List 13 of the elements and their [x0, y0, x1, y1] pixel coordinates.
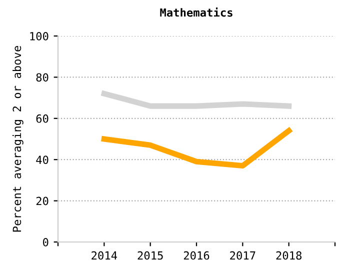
y-tick-label: 40 — [36, 156, 48, 164]
y-tick-label: 0 — [43, 238, 48, 246]
x-tick-label: 2014 — [92, 251, 118, 260]
y-tick-label: 80 — [36, 73, 48, 82]
x-tick-label: 2015 — [138, 251, 163, 260]
y-axis-title: Percent averaging 2 or above — [12, 46, 24, 232]
chart-title: Mathematics — [160, 8, 232, 17]
x-tick-label: 2018 — [276, 251, 302, 260]
y-tick-label: 20 — [36, 196, 48, 206]
x-tick-label: 2017 — [230, 251, 256, 260]
x-tick-label: 2016 — [184, 251, 210, 260]
y-tick-label: 60 — [36, 114, 48, 123]
y-tick-label: 100 — [30, 32, 48, 40]
